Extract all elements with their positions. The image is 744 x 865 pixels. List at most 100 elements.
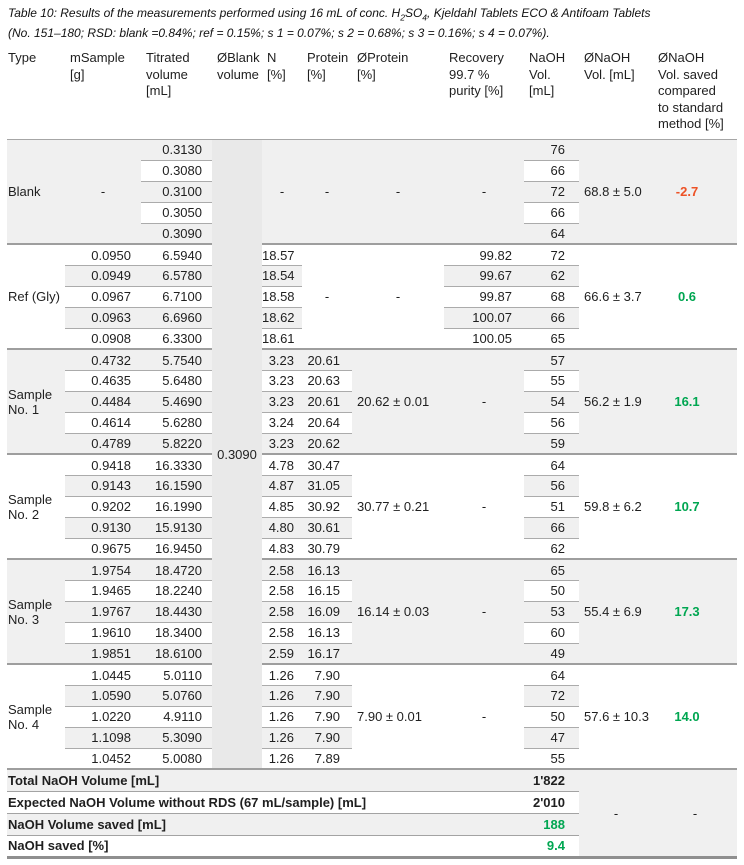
caption-line-1: Table 10: Results of the measurements pe… bbox=[8, 6, 737, 26]
cell-protein: 16.15 bbox=[302, 580, 352, 602]
data-row: 0.0963 6.6960 18.62 100.07 66 bbox=[7, 307, 737, 329]
cell-titrated-volume: 16.1990 bbox=[141, 496, 212, 518]
cell-msample: 1.9767 bbox=[65, 601, 141, 623]
cell-protein: 30.47 bbox=[302, 453, 352, 476]
col-header-naoh-saved: ØNaOH Vol. saved compared to standard me… bbox=[653, 48, 737, 140]
cell-recovery: 100.07 bbox=[444, 307, 524, 329]
cell-avg-protein: 30.77 ± 0.21 bbox=[352, 453, 444, 560]
cell-naoh-vol: 56 bbox=[524, 475, 579, 497]
caption-line-2: (No. 151–180; RSD: blank =0.84%; ref = 0… bbox=[8, 25, 550, 40]
cell-naoh-vol: 65 bbox=[524, 558, 579, 581]
cell-titrated-volume: 5.6480 bbox=[141, 370, 212, 392]
cell-naoh-vol: 47 bbox=[524, 727, 579, 749]
cell-naoh-saved: 16.1 bbox=[653, 348, 737, 455]
summary-label: NaOH saved [%] bbox=[7, 835, 524, 859]
cell-protein: 16.17 bbox=[307, 646, 340, 662]
cell-msample: 0.4635 bbox=[65, 370, 141, 392]
cell-avg-protein: 16.14 ± 0.03 bbox=[352, 558, 444, 665]
data-row: Blank -0.3130 0.3090- - - -76 68.8 ± 5.0 -2.7 bbox=[7, 139, 737, 770]
cell-avg-protein: 20.62 ± 0.01 bbox=[352, 348, 444, 455]
table-body: Blank -0.3130 0.3090- - - -76 68.8 ± 5.0 -2.7 0.… bbox=[7, 139, 737, 859]
cell-naoh-vol: 57 bbox=[524, 348, 579, 371]
summary-row: Total NaOH Volume [mL] 1'822- - bbox=[7, 768, 737, 859]
cell-msample: - bbox=[100, 184, 106, 200]
col-header-avg-protein: ØProtein [%] bbox=[352, 48, 444, 140]
cell-avg-naoh: 56.2 ± 1.9 bbox=[579, 348, 653, 455]
cell-msample: 0.9130 bbox=[65, 517, 141, 539]
cell-titrated-volume: 16.9450 bbox=[155, 541, 202, 557]
caption-text: , Kjeldahl Tablets ECO & Antifoam Tablet… bbox=[427, 6, 651, 20]
col-header-type: Type bbox=[7, 48, 65, 140]
cell-titrated-volume: 18.4720 bbox=[141, 558, 212, 581]
cell-protein: 30.92 bbox=[302, 496, 352, 518]
cell-titrated-volume: 0.3080 bbox=[141, 160, 212, 182]
cell-naoh-vol: 50 bbox=[524, 706, 579, 728]
cell-naoh-vol: 49 bbox=[550, 646, 565, 662]
cell-titrated-volume: 4.9110 bbox=[141, 706, 212, 728]
cell-naoh-vol: 60 bbox=[524, 622, 579, 644]
data-row: Sample No. 2 0.9418 16.3330 4.78 30.47 30.77 … bbox=[7, 453, 737, 560]
summary-label: Total NaOH Volume [mL] bbox=[7, 768, 524, 792]
cell-naoh-vol: 64 bbox=[524, 663, 579, 686]
cell-nitrogen: 2.58 bbox=[262, 601, 302, 623]
cell-naoh-vol: 51 bbox=[524, 496, 579, 518]
caption-text: Table 10: Results of the measurements pe… bbox=[8, 6, 401, 20]
cell-protein: 7.90 bbox=[302, 685, 352, 707]
cell-msample: 1.0590 bbox=[65, 685, 141, 707]
cell-nitrogen: 18.57 bbox=[262, 243, 302, 266]
cell-protein: - bbox=[302, 243, 352, 350]
cell-titrated-volume: 5.0080 bbox=[162, 751, 202, 767]
cell-nitrogen: 2.58 bbox=[262, 580, 302, 602]
summary-dash-saved: - bbox=[653, 768, 737, 859]
col-header-msample: mSample [g] bbox=[65, 48, 141, 140]
cell-titrated-volume: 18.4430 bbox=[141, 601, 212, 623]
cell-protein: 20.64 bbox=[302, 412, 352, 434]
cell-protein: 16.13 bbox=[302, 622, 352, 644]
cell-nitrogen: 1.26 bbox=[262, 706, 302, 728]
data-row: Sample No. 4 1.0445 5.0110 1.26 7.90 7.90 ± 0… bbox=[7, 663, 737, 770]
cell-protein: 7.90 bbox=[302, 706, 352, 728]
cell-msample: 0.4789 bbox=[91, 436, 131, 452]
cell-naoh-vol: 59 bbox=[550, 436, 565, 452]
cell-nitrogen: - bbox=[279, 184, 285, 200]
cell-protein: 20.61 bbox=[302, 391, 352, 413]
cell-titrated-volume: 15.9130 bbox=[141, 517, 212, 539]
cell-recovery: 99.67 bbox=[444, 265, 524, 287]
cell-naoh-vol: 72 bbox=[524, 685, 579, 707]
cell-titrated-volume: 5.0760 bbox=[141, 685, 212, 707]
cell-naoh-vol: 62 bbox=[550, 541, 565, 557]
group-type-label: Sample No. 3 bbox=[7, 558, 65, 665]
cell-naoh-saved: -2.7 bbox=[675, 184, 699, 200]
table-caption: Table 10: Results of the measurements pe… bbox=[8, 6, 737, 41]
cell-titrated-volume: 5.8220 bbox=[162, 436, 202, 452]
cell-msample: 0.0967 bbox=[65, 286, 141, 308]
col-header-protein: Protein [%] bbox=[302, 48, 352, 140]
cell-msample: 1.0452 bbox=[91, 751, 131, 767]
cell-recovery: - bbox=[481, 184, 487, 200]
cell-protein: 16.09 bbox=[302, 601, 352, 623]
col-header-blank-volume: ØBlank volume bbox=[212, 48, 262, 140]
cell-titrated-volume: 5.4690 bbox=[141, 391, 212, 413]
summary-row: NaOH Volume saved [mL] 188 bbox=[7, 813, 737, 836]
cell-naoh-vol: 66 bbox=[524, 202, 579, 224]
summary-label: NaOH Volume saved [mL] bbox=[7, 813, 524, 836]
cell-titrated-volume: 18.2240 bbox=[141, 580, 212, 602]
cell-avg-naoh: 57.6 ± 10.3 bbox=[579, 663, 653, 770]
data-row: 0.3050 66 bbox=[7, 202, 737, 224]
cell-naoh-vol: 66 bbox=[524, 517, 579, 539]
cell-nitrogen: 3.23 bbox=[268, 436, 294, 452]
cell-recovery: - bbox=[444, 348, 524, 455]
cell-naoh-vol: 54 bbox=[524, 391, 579, 413]
cell-nitrogen: 4.87 bbox=[262, 475, 302, 497]
cell-msample: 0.9202 bbox=[65, 496, 141, 518]
results-table: Type mSample [g] Titrated volume [mL] ØB… bbox=[7, 48, 737, 859]
group-type-label: Sample No. 4 bbox=[7, 663, 65, 770]
cell-naoh-vol: 72 bbox=[524, 243, 579, 266]
cell-msample: 0.4484 bbox=[65, 391, 141, 413]
cell-protein: - bbox=[324, 184, 330, 200]
cell-msample: 1.1098 bbox=[65, 727, 141, 749]
cell-nitrogen: 1.26 bbox=[262, 727, 302, 749]
cell-titrated-volume: 5.3090 bbox=[141, 727, 212, 749]
col-header-naoh-vol: NaOH Vol. [mL] bbox=[524, 48, 579, 140]
